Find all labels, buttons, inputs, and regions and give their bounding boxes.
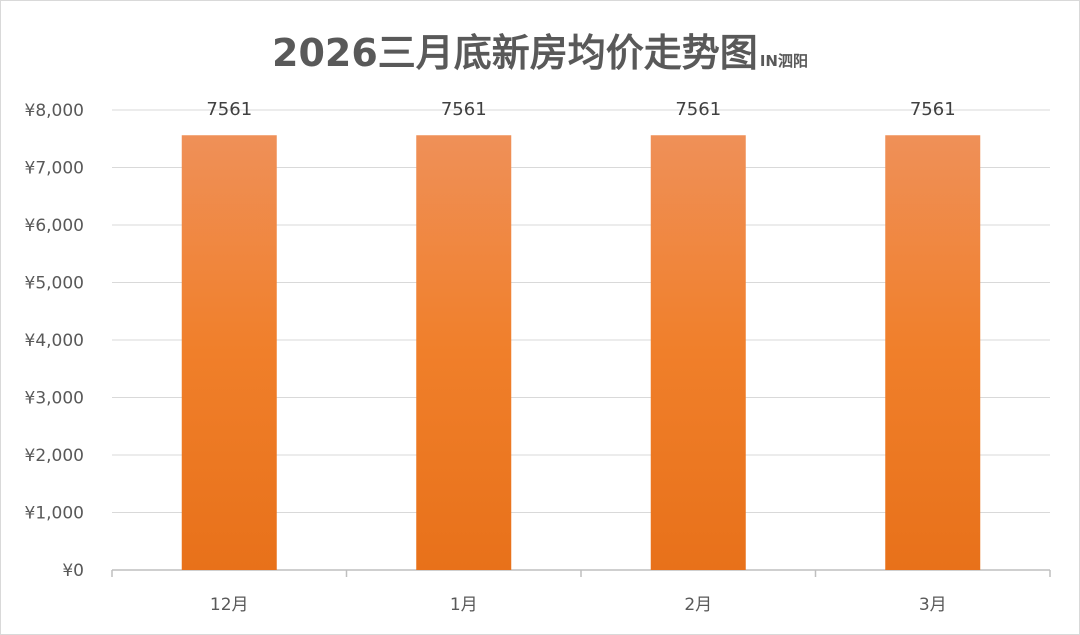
x-tick-label: 3月 bbox=[919, 595, 947, 615]
bar bbox=[885, 135, 981, 570]
y-tick-label: ¥2,000 bbox=[25, 446, 84, 466]
data-label: 7561 bbox=[675, 99, 721, 120]
data-label: 7561 bbox=[206, 99, 252, 120]
x-tick-label: 2月 bbox=[684, 595, 712, 615]
x-tick-label: 1月 bbox=[450, 595, 478, 615]
y-tick-label: ¥8,000 bbox=[25, 101, 84, 121]
bar bbox=[650, 135, 746, 570]
y-tick-label: ¥6,000 bbox=[25, 216, 84, 236]
data-label: 7561 bbox=[910, 99, 956, 120]
chart-title: 2026三月底新房均价走势图 IN泗阳 bbox=[0, 22, 1080, 77]
y-tick-label: ¥4,000 bbox=[25, 331, 84, 351]
bars bbox=[181, 135, 981, 570]
y-tick-label: ¥0 bbox=[62, 561, 84, 581]
y-tick-label: ¥3,000 bbox=[25, 389, 84, 409]
y-tick-label: ¥5,000 bbox=[25, 274, 84, 294]
x-axis bbox=[111, 569, 1051, 577]
data-label: 7561 bbox=[441, 99, 487, 120]
y-tick-label: ¥7,000 bbox=[25, 159, 84, 179]
chart-title-sub: IN泗阳 bbox=[759, 52, 808, 70]
chart-title-main: 2026三月底新房均价走势图 bbox=[272, 31, 758, 75]
x-tick-label: 12月 bbox=[210, 595, 249, 615]
y-tick-label: ¥1,000 bbox=[25, 504, 84, 524]
bar bbox=[181, 135, 277, 570]
bar bbox=[416, 135, 512, 570]
labels: ¥0 ¥1,000 ¥2,000 ¥3,000 ¥4,000 ¥5,000 ¥6,000 ¥7… bbox=[25, 99, 956, 615]
